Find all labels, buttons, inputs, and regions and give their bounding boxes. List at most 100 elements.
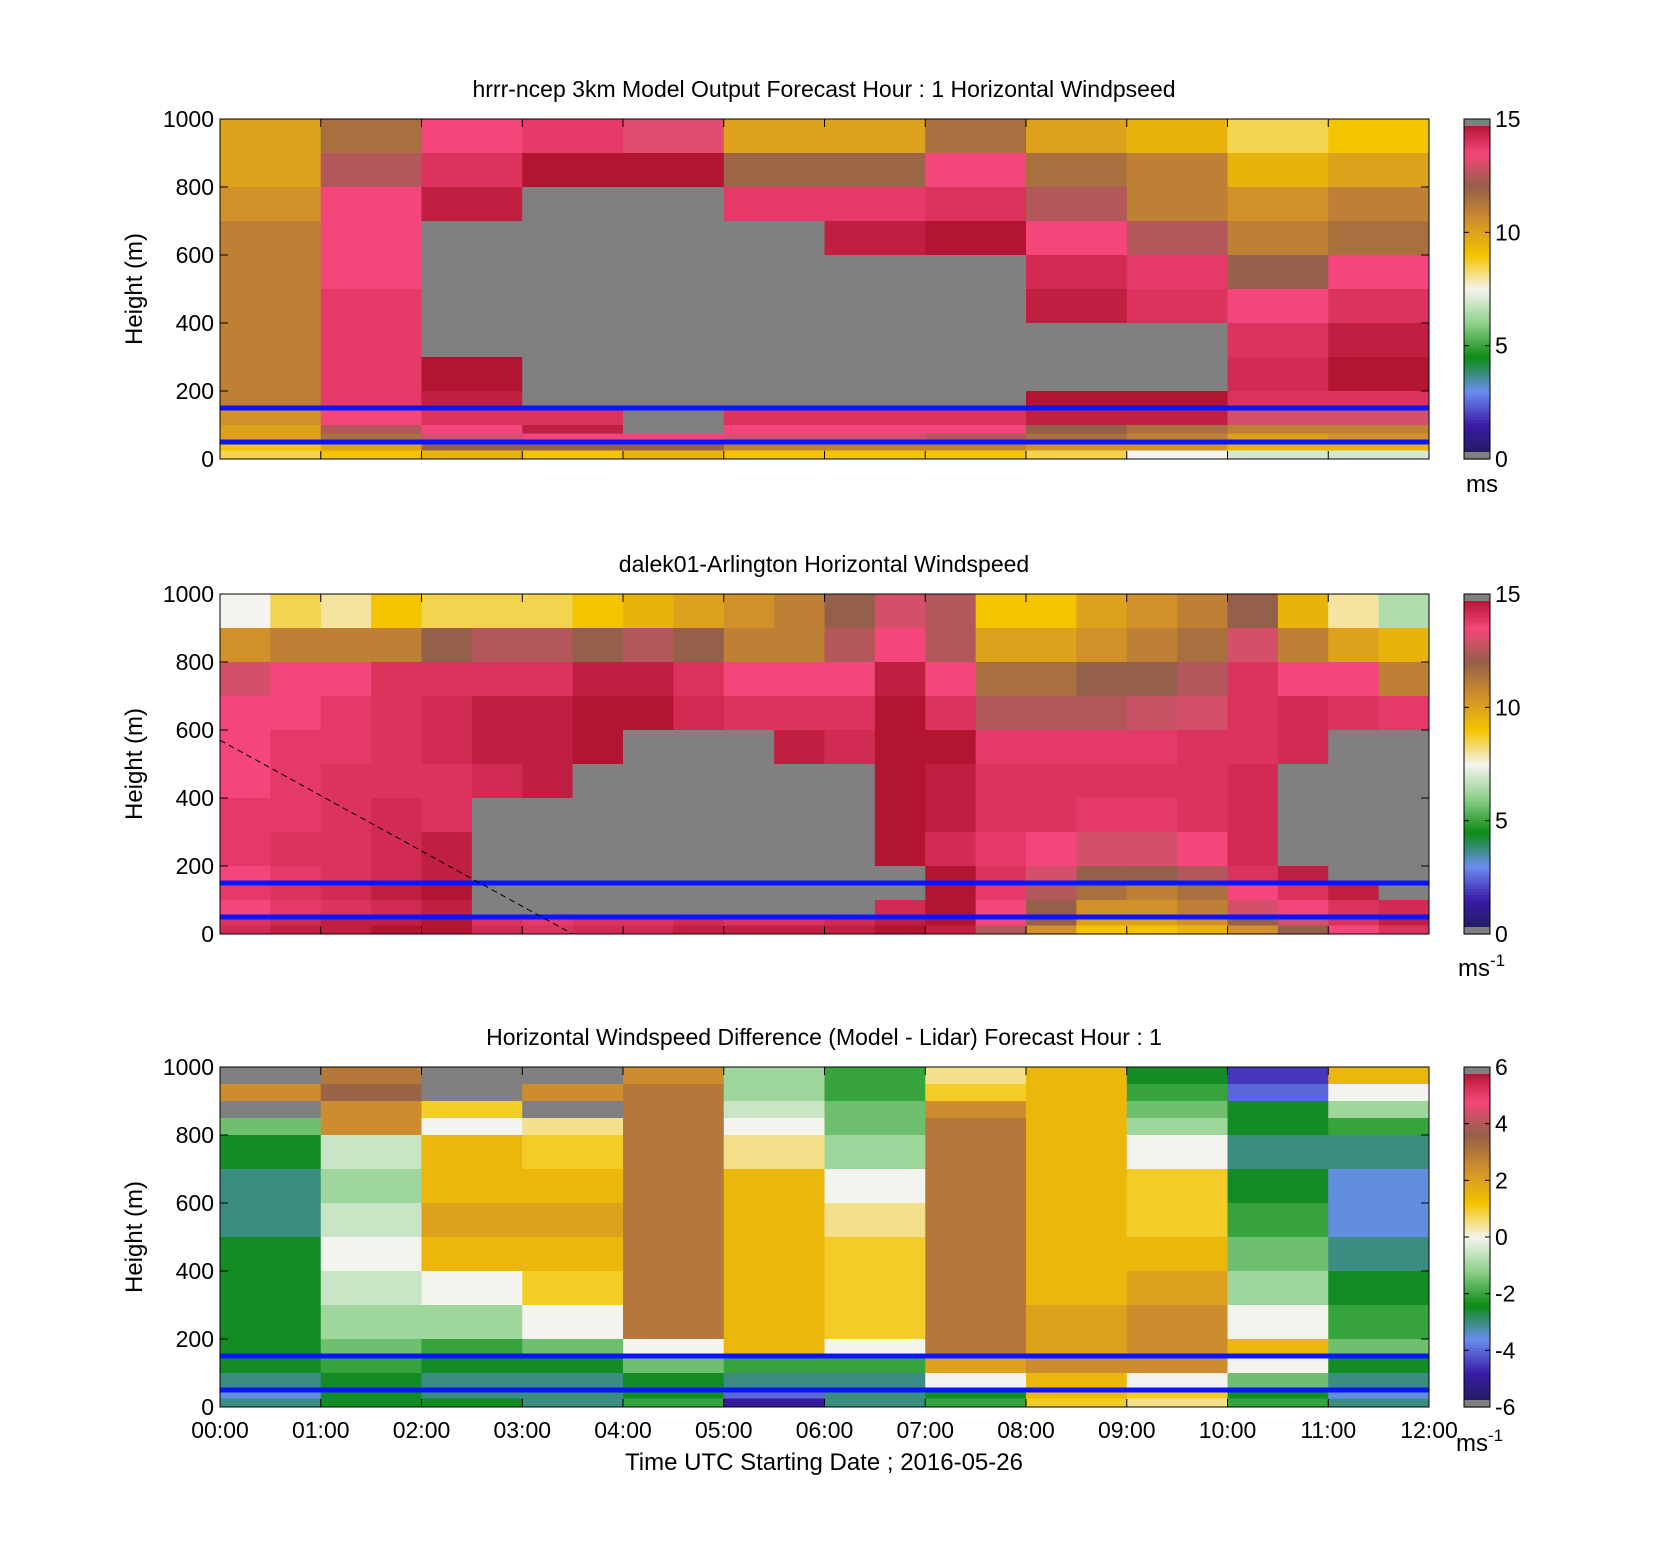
heatmap-cell [220, 255, 322, 290]
heatmap-cell [723, 696, 775, 731]
heatmap-cell [471, 917, 523, 927]
heatmap-cell [1328, 696, 1380, 731]
heatmap-cell [1076, 798, 1128, 833]
heatmap-cell [1126, 1373, 1229, 1391]
colorbar-segment [1464, 311, 1490, 316]
heatmap-cell [874, 883, 926, 901]
heatmap-cell [723, 798, 775, 833]
heatmap-cell [421, 883, 473, 901]
heatmap-cell [1227, 450, 1329, 459]
colorbar-segment [1464, 1356, 1490, 1360]
heatmap-cell [1328, 153, 1429, 188]
heatmap-cell [572, 696, 624, 731]
heatmap-cell [220, 221, 322, 256]
heatmap-cell [824, 662, 876, 697]
colorbar-segment [1464, 1208, 1490, 1213]
colorbar-segment [1464, 1220, 1490, 1224]
heatmap-cell [673, 883, 725, 901]
colorbar-segment [1464, 221, 1490, 225]
heatmap-cell [824, 798, 876, 833]
heatmap-cell [925, 1203, 1027, 1238]
heatmap-cell [1328, 187, 1429, 222]
heatmap-cell [874, 917, 926, 927]
heatmap-cell [673, 662, 725, 697]
colorbar-segment [1464, 1273, 1490, 1278]
heatmap-cell [522, 594, 574, 629]
dashed-annotation-line [220, 739, 573, 934]
colorbar-segment [1464, 255, 1490, 259]
heatmap-cell [623, 696, 674, 731]
heatmap-cell [320, 450, 423, 459]
colorbar-segment [1464, 749, 1490, 754]
colorbar-segment [1464, 1194, 1490, 1198]
heatmap-cell [320, 1237, 423, 1272]
heatmap-cell [1277, 883, 1329, 901]
heatmap-cell [1126, 917, 1178, 927]
colorbar-segment [1464, 613, 1490, 618]
heatmap-cell [220, 798, 271, 833]
heatmap-cell [723, 900, 775, 918]
heatmap-cell [1227, 1067, 1329, 1085]
heatmap-cell [824, 119, 926, 154]
colorbar-segment [1464, 778, 1490, 782]
heatmap-cell [925, 255, 1027, 290]
heatmap-cell [1328, 289, 1429, 324]
heatmap-cell [874, 594, 926, 629]
colorbar-segment [1464, 653, 1490, 657]
colorbar-segment [1464, 1098, 1490, 1102]
heatmap-cell [925, 1373, 1027, 1391]
heatmap-cell [925, 221, 1027, 256]
colorbar-segment [1464, 1333, 1490, 1337]
heatmap-cell [723, 1390, 826, 1400]
colorbar-segment [1464, 436, 1490, 440]
colorbar-segment [1464, 1084, 1490, 1088]
heatmap-cell [874, 866, 926, 884]
heatmap-cell [572, 662, 624, 697]
colorbar-segment [1464, 1092, 1490, 1096]
heatmap-cell [1227, 1271, 1329, 1306]
heatmap-cell [471, 696, 523, 731]
colorbar-tick-label: 5 [1495, 808, 1508, 834]
heatmap-cell [1026, 1101, 1128, 1119]
heatmap-cell [623, 1398, 725, 1407]
x-tick-label: 10:00 [1199, 1417, 1257, 1443]
reference-lines [220, 880, 1429, 920]
y-tick-label: 0 [201, 1394, 214, 1420]
heatmap-cell [1126, 255, 1229, 290]
heatmap-cell [1026, 1356, 1128, 1374]
colorbar-segment [1464, 212, 1490, 216]
heatmap-cell [522, 357, 624, 392]
colorbar-segment [1464, 184, 1490, 188]
heatmap-cell [1126, 662, 1178, 697]
colorbar-segment [1464, 187, 1490, 191]
colorbar-segment [1464, 1203, 1490, 1207]
colorbar-segment [1464, 857, 1490, 861]
colorbar-segment [1464, 690, 1490, 694]
colorbar-segment [1464, 1149, 1490, 1153]
heatmap-cell [1126, 442, 1229, 452]
colorbar-segment [1464, 291, 1490, 296]
heatmap-cell [320, 1101, 423, 1119]
heatmap-cell [471, 730, 523, 765]
heatmap-cell [522, 323, 624, 358]
colorbar-segment [1464, 823, 1490, 827]
reference-lines [220, 405, 1429, 445]
colorbar-segment [1464, 786, 1490, 791]
colorbar-segment [1464, 1123, 1490, 1128]
y-axis-label: Height (m) [121, 1181, 148, 1293]
heatmap-cell [1328, 798, 1380, 833]
colorbar-cap [1464, 1067, 1490, 1074]
colorbar-segment [1464, 730, 1490, 734]
heatmap-cell [623, 408, 725, 426]
heatmap-cell [421, 1339, 523, 1357]
colorbar-segment [1464, 676, 1490, 680]
colorbar-segment [1464, 902, 1490, 907]
heatmap-cell [1277, 866, 1329, 884]
colorbar-segment [1464, 172, 1490, 177]
colorbar-segment [1464, 664, 1490, 669]
heatmap-cell [1328, 1169, 1429, 1204]
heatmap-cell [270, 594, 322, 629]
heatmap-cell [774, 866, 826, 884]
colorbar-segment [1464, 897, 1490, 901]
colorbar-segment [1464, 1293, 1490, 1298]
